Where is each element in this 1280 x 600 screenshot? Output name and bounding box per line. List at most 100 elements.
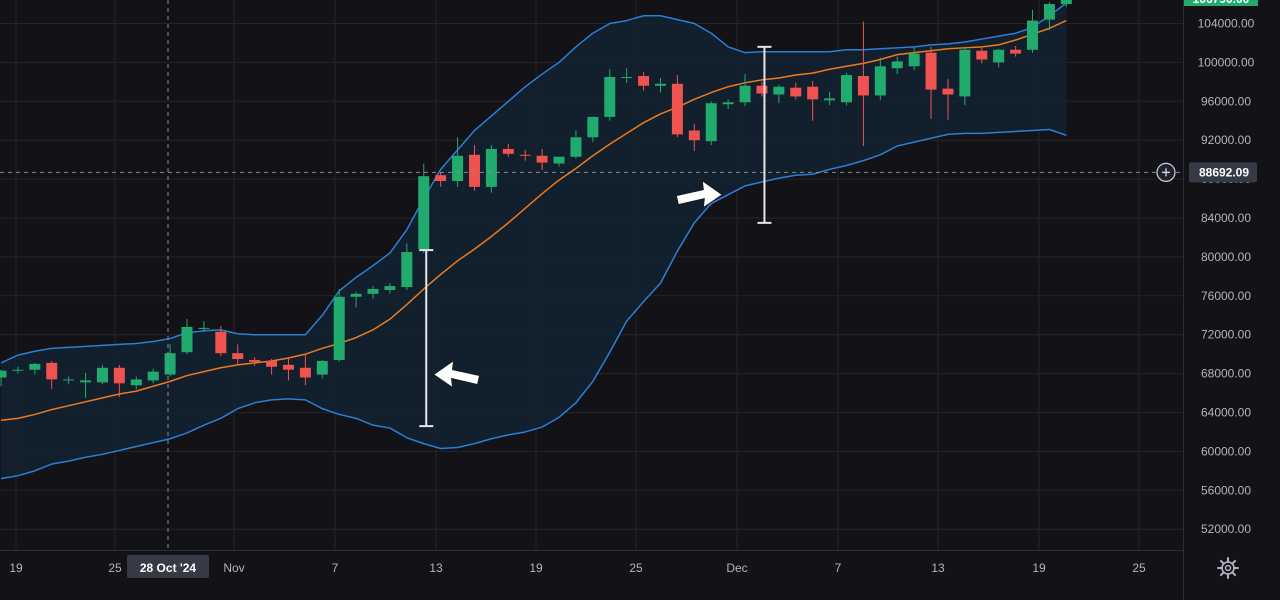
candle[interactable]: [959, 47, 971, 106]
candle[interactable]: [942, 78, 954, 120]
candle[interactable]: [113, 364, 125, 397]
candle[interactable]: [215, 325, 227, 357]
candle[interactable]: [418, 163, 430, 254]
candle[interactable]: [790, 82, 802, 100]
candle-body: [29, 363, 41, 370]
candle[interactable]: [164, 344, 176, 377]
candle[interactable]: [739, 74, 751, 107]
candle[interactable]: [1043, 2, 1055, 31]
candle[interactable]: [299, 355, 311, 386]
candle[interactable]: [384, 283, 396, 294]
candle[interactable]: [46, 360, 58, 390]
candle[interactable]: [130, 376, 142, 390]
candle[interactable]: [638, 72, 650, 91]
candle[interactable]: [435, 172, 447, 187]
date-tick-label: 7: [332, 561, 339, 575]
candle-body: [942, 88, 954, 95]
candle[interactable]: [249, 357, 261, 366]
candle-body: [249, 359, 261, 362]
candle-body: [435, 175, 447, 182]
candle[interactable]: [874, 57, 886, 101]
candle[interactable]: [519, 149, 531, 161]
candle[interactable]: [333, 288, 345, 362]
candle[interactable]: [63, 376, 75, 385]
candle[interactable]: [401, 243, 413, 290]
arrow-pointing-right: [675, 179, 724, 209]
candle-body: [80, 380, 92, 383]
candle[interactable]: [452, 137, 464, 187]
candle-body: [587, 116, 599, 138]
candle[interactable]: [266, 359, 278, 375]
gear-hub: [1224, 564, 1232, 572]
candle[interactable]: [0, 369, 7, 387]
price-axis[interactable]: 52000.00 56000.00 60000.00 64000.00 68000.00…: [1156, 0, 1258, 600]
candle[interactable]: [198, 321, 210, 332]
price-tick-label: 80000.00: [1201, 250, 1251, 264]
candle[interactable]: [181, 319, 193, 355]
candle[interactable]: [536, 148, 548, 171]
candle[interactable]: [621, 68, 633, 83]
crosshair-price-bg: [1189, 162, 1257, 183]
candle[interactable]: [688, 123, 700, 151]
candle[interactable]: [705, 101, 717, 146]
price-tick-label: 96000.00: [1201, 94, 1251, 108]
candle[interactable]: [12, 366, 24, 374]
candle[interactable]: [807, 80, 819, 121]
candle-body: [857, 76, 869, 96]
band-fill: [1, 3, 1067, 479]
date-tick-label: 13: [931, 561, 945, 575]
candle[interactable]: [316, 359, 328, 379]
candle[interactable]: [976, 47, 988, 64]
candle-body: [367, 288, 379, 294]
candle-body: [519, 154, 531, 156]
candle[interactable]: [993, 48, 1005, 68]
candle[interactable]: [756, 81, 768, 97]
candle[interactable]: [654, 77, 666, 93]
date-axis[interactable]: 19 25 Nov 7 13 19 25 Dec 7 13 19 25 28 Oct '24: [0, 550, 1239, 579]
candle[interactable]: [604, 69, 616, 121]
candle-body: [773, 86, 785, 95]
candle-body: [130, 379, 142, 386]
price-tick-label: 104000.00: [1198, 17, 1255, 31]
price-tick-label: 92000.00: [1201, 133, 1251, 147]
date-tick-label: 25: [1132, 561, 1146, 575]
candle-body: [925, 52, 937, 90]
candle-body: [807, 86, 819, 100]
candle[interactable]: [485, 145, 497, 193]
candle[interactable]: [468, 145, 480, 191]
candle[interactable]: [1027, 9, 1039, 53]
candle-body: [671, 83, 683, 135]
date-tick-label: Dec: [726, 561, 747, 575]
candle-body: [1027, 20, 1039, 50]
candle[interactable]: [80, 372, 92, 398]
candle[interactable]: [925, 46, 937, 119]
plus-circle-icon[interactable]: [1156, 162, 1176, 182]
gear-icon[interactable]: [1217, 557, 1239, 579]
candle[interactable]: [570, 130, 582, 159]
candle[interactable]: [773, 84, 785, 104]
candle[interactable]: [908, 46, 920, 71]
candle[interactable]: [1060, 0, 1072, 7]
candle[interactable]: [587, 116, 599, 143]
candle[interactable]: [722, 99, 734, 110]
candle[interactable]: [857, 21, 869, 147]
candle[interactable]: [671, 75, 683, 138]
candle[interactable]: [1010, 45, 1022, 57]
candle[interactable]: [891, 56, 903, 75]
candle[interactable]: [282, 358, 294, 381]
candle-body: [976, 50, 988, 60]
candle-body: [282, 364, 294, 370]
candle[interactable]: [367, 286, 379, 299]
candle[interactable]: [553, 156, 565, 167]
candle[interactable]: [502, 144, 514, 157]
candle[interactable]: [96, 364, 108, 385]
candle[interactable]: [147, 368, 159, 384]
candle[interactable]: [350, 291, 362, 308]
candle[interactable]: [824, 91, 836, 106]
candle[interactable]: [29, 362, 41, 375]
candle[interactable]: [841, 73, 852, 106]
candle[interactable]: [232, 344, 244, 364]
candles-layer[interactable]: [0, 0, 1072, 398]
